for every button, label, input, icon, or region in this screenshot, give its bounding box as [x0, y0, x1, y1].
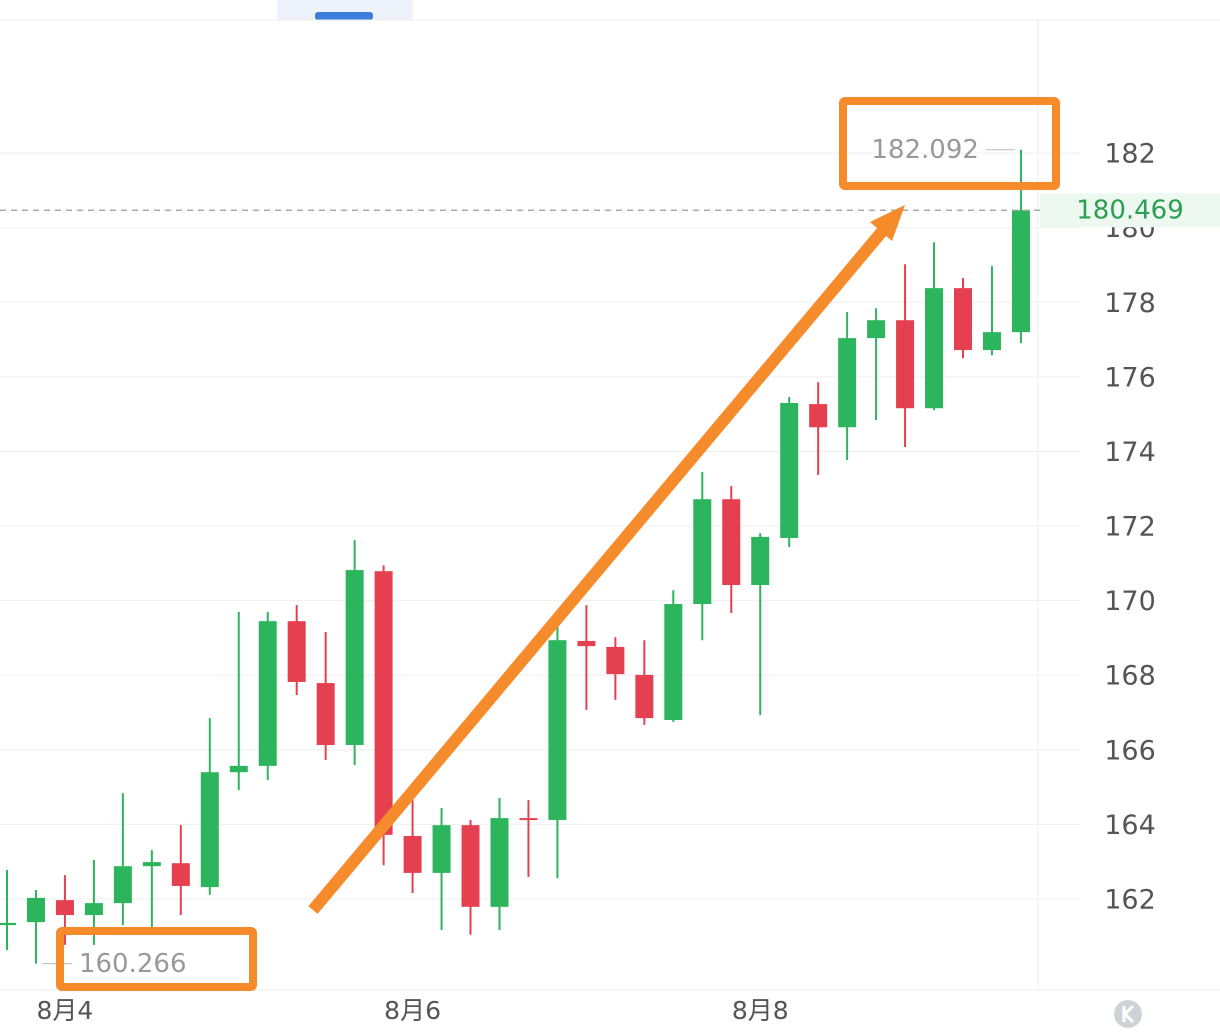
max-label: 182.092 [871, 135, 979, 165]
y-tick-label: 172 [1104, 512, 1156, 543]
candle-body [461, 825, 480, 907]
candle-body [780, 403, 799, 539]
candle-body [577, 640, 596, 647]
candle-body [84, 903, 103, 916]
candle-body [258, 621, 277, 766]
k-icon [1122, 1004, 1135, 1024]
candle-body [432, 825, 451, 873]
candle-body [55, 900, 74, 916]
x-tick-label: 8月4 [37, 996, 94, 1025]
candle-body [664, 604, 683, 720]
candle-body [113, 866, 132, 904]
trend-arrow [308, 224, 890, 914]
candle-body [925, 288, 944, 409]
y-tick-label: 170 [1104, 586, 1156, 617]
candle-body [867, 320, 886, 339]
candle-body [722, 499, 741, 585]
candle-body [635, 674, 654, 719]
y-tick-label: 162 [1104, 885, 1156, 916]
candle-body [200, 772, 219, 888]
arrow-head [870, 205, 905, 241]
candle-body [171, 863, 190, 886]
highlight-box [839, 97, 1060, 190]
candle-body [548, 640, 567, 820]
candle-body [838, 338, 857, 428]
y-tick-label: 164 [1104, 810, 1156, 841]
y-tick-label: 176 [1104, 362, 1156, 393]
candle-body [142, 862, 161, 867]
candle-body [287, 621, 306, 682]
last-price-label: 180.469 [1076, 196, 1184, 226]
y-tick-label: 178 [1104, 288, 1156, 319]
y-tick-label: 166 [1104, 735, 1156, 766]
candle-body [954, 288, 973, 351]
last-price-box [1040, 193, 1220, 228]
min-label: 160.266 [79, 949, 187, 979]
tab-indicator [315, 12, 373, 20]
candle-body [229, 765, 248, 773]
candle-body [490, 818, 509, 907]
candle-body [982, 332, 1001, 351]
candle-body [606, 646, 625, 675]
candle-body [896, 320, 915, 409]
candle-body [403, 835, 422, 873]
candle-body [316, 683, 335, 745]
candle-body [751, 536, 770, 585]
y-tick-label: 182 [1104, 139, 1156, 170]
y-tick-label: 174 [1104, 437, 1156, 468]
candle-body [809, 404, 828, 428]
y-tick-label: 168 [1104, 661, 1156, 692]
candle-body [345, 570, 364, 745]
k-button[interactable] [1114, 1000, 1142, 1028]
candle-body [519, 818, 538, 821]
x-tick-label: 8月6 [384, 996, 441, 1025]
tab[interactable] [277, 0, 413, 20]
candle-body [374, 571, 393, 835]
candle-body [26, 897, 45, 923]
highlight-box [56, 927, 257, 991]
candle-body [1011, 210, 1030, 333]
x-tick-label: 8月8 [732, 996, 789, 1025]
candle-body [0, 922, 16, 926]
candle-body [693, 499, 712, 605]
